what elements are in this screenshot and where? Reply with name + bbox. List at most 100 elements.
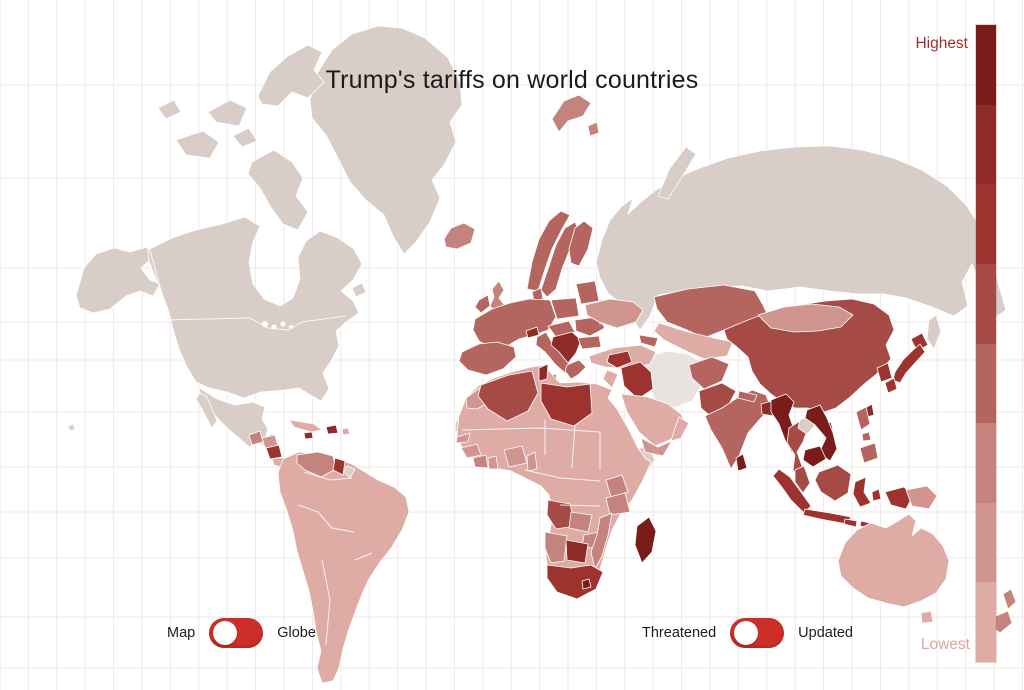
border-sa-4 xyxy=(303,471,353,481)
country-ghana[interactable] xyxy=(487,455,499,470)
country-libya[interactable] xyxy=(540,382,593,427)
country-hawaii[interactable] xyxy=(67,423,76,432)
toggle-knob[interactable] xyxy=(213,621,238,645)
country-alaska[interactable] xyxy=(75,246,161,314)
country-madagascar[interactable] xyxy=(634,516,657,564)
country-namibia[interactable] xyxy=(544,531,568,564)
country-guyana[interactable] xyxy=(332,457,346,476)
country-java[interactable] xyxy=(802,508,852,525)
country-tunisia[interactable] xyxy=(538,363,549,382)
country-north-america-mainland[interactable] xyxy=(147,216,363,402)
country-iberia[interactable] xyxy=(458,341,517,376)
country-botswana[interactable] xyxy=(565,539,589,564)
country-venezuela[interactable] xyxy=(296,451,337,478)
country-greenland[interactable] xyxy=(309,25,463,255)
country-sulawesi[interactable] xyxy=(852,476,872,508)
globe-toggle-label: Globe xyxy=(277,625,316,641)
country-canada-arctic-5[interactable] xyxy=(157,99,182,120)
country-nicaragua[interactable] xyxy=(265,444,283,460)
country-canada-arctic-1[interactable] xyxy=(257,44,325,107)
country-algeria[interactable] xyxy=(477,370,539,422)
legend-lowest-label: Lowest xyxy=(920,636,970,653)
country-jordan-israel[interactable] xyxy=(602,369,619,389)
country-lesotho[interactable] xyxy=(581,578,592,590)
country-yemen[interactable] xyxy=(640,437,673,457)
map-toggle-label: Map xyxy=(167,625,196,641)
country-canada-arctic-3[interactable] xyxy=(175,130,220,159)
country-ireland[interactable] xyxy=(474,294,491,314)
country-syria[interactable] xyxy=(606,350,633,369)
country-baja-california[interactable] xyxy=(195,392,218,429)
country-philippines-visayas[interactable] xyxy=(861,431,872,442)
country-cambodia[interactable] xyxy=(802,445,827,468)
country-tasmania[interactable] xyxy=(920,610,934,624)
country-borneo[interactable] xyxy=(814,464,852,502)
country-south-america[interactable] xyxy=(277,451,410,684)
country-papua-new-guinea[interactable] xyxy=(905,485,938,510)
country-iraq[interactable] xyxy=(620,361,654,400)
country-switzerland[interactable] xyxy=(525,326,540,339)
country-new-zealand-north[interactable] xyxy=(1002,588,1017,610)
country-newfoundland[interactable] xyxy=(351,282,367,298)
country-norway[interactable] xyxy=(526,210,571,292)
country-sakhalin[interactable] xyxy=(926,314,942,350)
country-ivory-coast[interactable] xyxy=(472,454,489,469)
country-canada-arctic-2[interactable] xyxy=(207,99,248,127)
country-angola[interactable] xyxy=(546,499,576,530)
country-canada-arctic-4[interactable] xyxy=(247,149,309,231)
country-mozambique[interactable] xyxy=(590,512,613,570)
country-poland[interactable] xyxy=(550,297,580,320)
country-western-europe[interactable] xyxy=(472,298,557,350)
country-iceland[interactable] xyxy=(443,222,476,250)
country-canada-arctic-6[interactable] xyxy=(232,127,258,148)
country-oman[interactable] xyxy=(670,416,690,442)
country-malaysia[interactable] xyxy=(794,465,811,494)
country-china[interactable] xyxy=(723,298,895,414)
country-ukraine[interactable] xyxy=(584,298,644,329)
country-jamaica[interactable] xyxy=(303,431,314,440)
map-globe-toggle[interactable] xyxy=(209,618,264,648)
country-denmark[interactable] xyxy=(531,287,544,302)
country-central-asia[interactable] xyxy=(653,322,734,360)
country-afghanistan[interactable] xyxy=(688,356,730,390)
threatened-updated-toggle[interactable] xyxy=(730,618,785,648)
country-zambia[interactable] xyxy=(568,511,593,533)
country-svalbard[interactable] xyxy=(551,94,592,133)
country-mongolia[interactable] xyxy=(757,303,854,333)
country-cuba[interactable] xyxy=(288,419,323,433)
country-sri-lanka[interactable] xyxy=(735,453,748,472)
country-vietnam[interactable] xyxy=(804,404,838,462)
country-guinea[interactable] xyxy=(460,443,482,459)
country-india[interactable] xyxy=(704,389,772,470)
country-nepal[interactable] xyxy=(737,390,758,403)
country-japan-hokkaido[interactable] xyxy=(910,332,929,352)
country-hispaniola[interactable] xyxy=(325,424,339,435)
country-maluku[interactable] xyxy=(871,488,882,502)
country-bulgaria[interactable] xyxy=(577,335,602,350)
border-africa-3 xyxy=(571,424,576,469)
country-puerto-rico[interactable] xyxy=(341,427,351,436)
toggle-knob[interactable] xyxy=(734,621,759,645)
country-greece[interactable] xyxy=(564,359,587,380)
country-nigeria[interactable] xyxy=(503,445,528,468)
country-philippines-mindanao[interactable] xyxy=(859,442,879,464)
country-japan-honshu[interactable] xyxy=(892,343,926,384)
country-balkans[interactable] xyxy=(550,331,582,364)
country-caucasus[interactable] xyxy=(638,334,659,348)
country-australia[interactable] xyxy=(837,513,950,608)
country-lesser-sunda-1[interactable] xyxy=(843,518,858,528)
country-south-korea[interactable] xyxy=(876,362,893,383)
country-tanzania[interactable] xyxy=(605,492,631,516)
country-south-africa[interactable] xyxy=(546,564,604,600)
country-japan-kyushu[interactable] xyxy=(884,377,898,394)
country-baltics[interactable] xyxy=(575,280,600,305)
country-cameroon[interactable] xyxy=(526,451,538,472)
country-svalbard-2[interactable] xyxy=(587,121,600,137)
threatened-toggle-label: Threatened xyxy=(642,625,717,641)
country-kenya[interactable] xyxy=(605,474,629,498)
country-philippines-luzon[interactable] xyxy=(855,406,871,431)
country-senegal[interactable] xyxy=(455,432,471,444)
country-novaya-zemlya[interactable] xyxy=(657,146,697,200)
country-finland[interactable] xyxy=(568,220,594,267)
country-west-papua[interactable] xyxy=(884,486,914,510)
